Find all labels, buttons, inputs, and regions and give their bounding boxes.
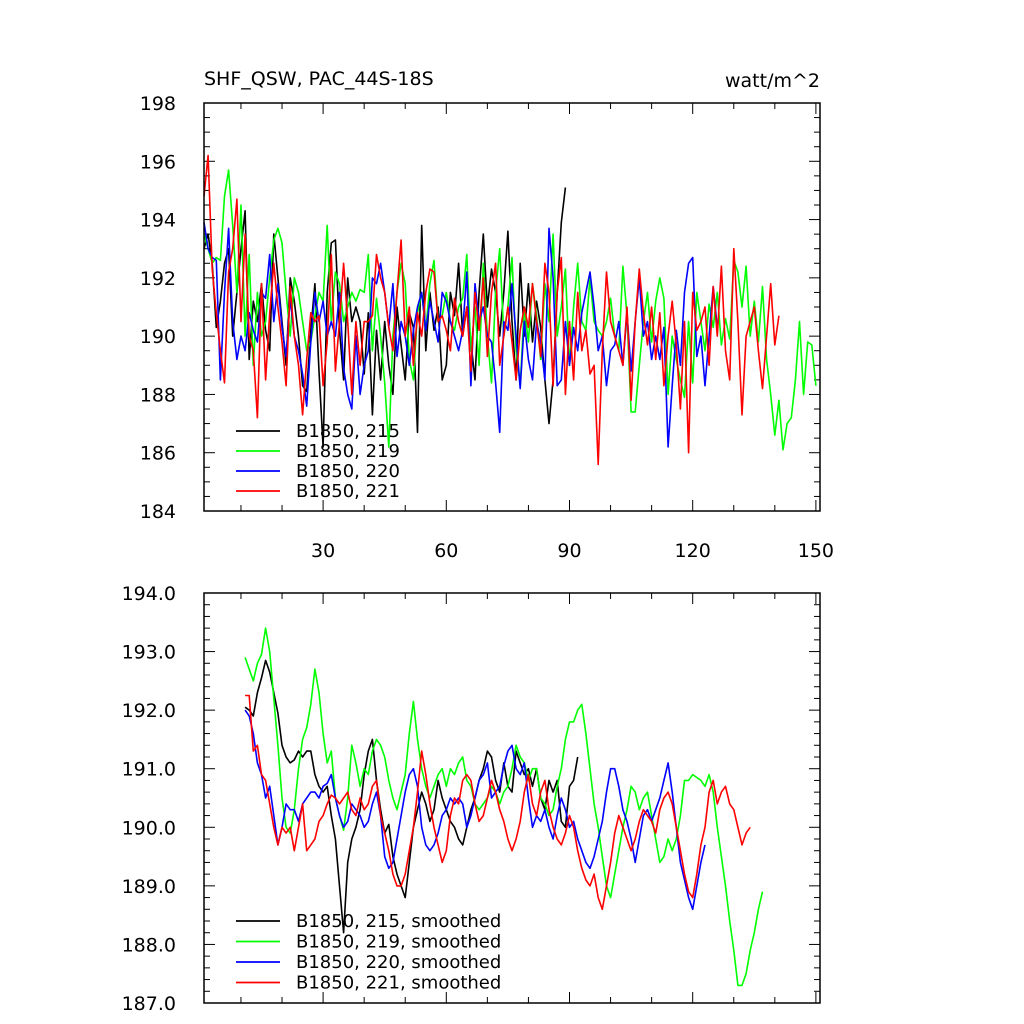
legend-label: B1850, 220 — [296, 461, 400, 482]
y-tick-label: 190 — [140, 326, 176, 348]
legend-label: B1850, 219 — [296, 441, 400, 462]
x-tick-label: 120 — [675, 540, 711, 562]
top-panel: SHF_QSW, PAC_44S-18S watt/m^2 30 60 90 120 1… — [140, 68, 834, 562]
y-tick-label: 188 — [140, 384, 176, 406]
bottom-plot-frame — [203, 592, 821, 1004]
x-tick-label: 60 — [434, 540, 458, 562]
series-line-b1850-221 — [203, 154, 780, 466]
legend-label: B1850, 219, smoothed — [296, 932, 501, 953]
top-plot-frame — [203, 102, 821, 512]
legend-label: B1850, 215 — [296, 421, 400, 442]
top-units: watt/m^2 — [725, 70, 820, 92]
bottom-series-lines — [244, 627, 764, 987]
y-tick-label: 198 — [140, 93, 176, 115]
y-tick-label: 192 — [140, 268, 176, 290]
top-title: SHF_QSW, PAC_44S-18S — [204, 68, 434, 90]
legend-label: B1850, 221, smoothed — [296, 973, 501, 994]
bottom-panel: 187.0 188.0 189.0 190.0 191.0 192.0 193.0 194.0… — [122, 583, 821, 1015]
x-tick-label: 150 — [798, 540, 834, 562]
y-tick-label: 194 — [140, 210, 176, 232]
legend-label: B1850, 215, smoothed — [296, 911, 501, 932]
y-tick-label: 196 — [140, 151, 176, 173]
x-tick-label: 90 — [557, 540, 581, 562]
y-tick-label: 191.0 — [122, 759, 176, 781]
top-axis-ticks: 30 60 90 120 150 184 186 188 190 192 194 196 198 — [140, 93, 834, 562]
y-tick-label: 194.0 — [122, 583, 176, 605]
series-line-b1850-221-smoothed — [245, 694, 751, 911]
series-line-b1850-219-smoothed — [244, 627, 764, 987]
y-tick-label: 193.0 — [122, 642, 176, 664]
y-tick-label: 186 — [140, 443, 176, 465]
y-tick-label: 187.0 — [122, 993, 176, 1015]
legend-label: B1850, 220, smoothed — [296, 952, 501, 973]
legend-label: B1850, 221 — [296, 481, 400, 502]
x-tick-label: 30 — [311, 540, 335, 562]
y-tick-label: 188.0 — [122, 934, 176, 956]
y-tick-label: 189.0 — [122, 876, 176, 898]
series-line-b1850-215 — [203, 187, 567, 448]
y-tick-label: 190.0 — [122, 817, 176, 839]
series-line-b1850-220-smoothed — [244, 709, 706, 911]
y-tick-label: 192.0 — [122, 700, 176, 722]
y-tick-label: 184 — [140, 501, 176, 523]
series-line-b1850-219 — [203, 169, 817, 451]
top-series-lines — [203, 154, 817, 466]
